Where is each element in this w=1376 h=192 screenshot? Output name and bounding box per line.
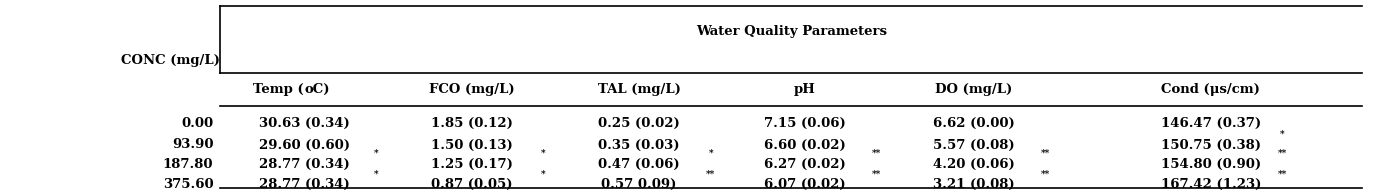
Text: ᴏC): ᴏC) [304,83,330,96]
Text: FCO (mg/L): FCO (mg/L) [429,83,515,96]
Text: pH: pH [794,83,816,96]
Text: **: ** [872,169,881,178]
Text: 187.80: 187.80 [162,158,213,171]
Text: 375.60: 375.60 [162,178,213,191]
Text: **: ** [1278,149,1287,158]
Text: *: * [709,149,713,158]
Text: 0.25 (0.02): 0.25 (0.02) [599,117,680,130]
Text: *: * [541,149,546,158]
Text: 6.60 (0.02): 6.60 (0.02) [764,138,846,151]
Text: 7.15 (0.06): 7.15 (0.06) [764,117,846,130]
Text: 4.20 (0.06): 4.20 (0.06) [933,158,1014,171]
Text: **: ** [1278,169,1287,178]
Text: 0.47 (0.06): 0.47 (0.06) [599,158,680,171]
Text: **: ** [1040,149,1050,158]
Text: 150.75 (0.38): 150.75 (0.38) [1161,138,1260,151]
Text: 146.47 (0.37): 146.47 (0.37) [1161,117,1260,130]
Text: Water Quality Parameters: Water Quality Parameters [696,25,886,38]
Text: 0.00: 0.00 [182,117,213,130]
Text: *: * [541,169,546,178]
Text: 29.60 (0.60): 29.60 (0.60) [259,138,350,151]
Text: 167.42 (1.23): 167.42 (1.23) [1161,178,1260,191]
Text: Cond (μs/cm): Cond (μs/cm) [1161,83,1260,96]
Text: 93.90: 93.90 [172,138,213,151]
Text: Temp (: Temp ( [253,83,304,96]
Text: 0.87 (0.05): 0.87 (0.05) [431,178,513,191]
Text: 154.80 (0.90): 154.80 (0.90) [1161,158,1260,171]
Text: 1.50 (0.13): 1.50 (0.13) [431,138,513,151]
Text: *: * [373,149,378,158]
Text: 28.77 (0.34): 28.77 (0.34) [259,158,350,171]
Text: DO (mg/L): DO (mg/L) [934,83,1013,96]
Text: TAL (mg/L): TAL (mg/L) [597,83,681,96]
Text: 28.77 (0.34): 28.77 (0.34) [259,178,350,191]
Text: **: ** [872,149,881,158]
Text: *: * [1280,130,1285,139]
Text: 6.62 (0.00): 6.62 (0.00) [933,117,1014,130]
Text: 0.57 0.09): 0.57 0.09) [601,178,677,191]
Text: 6.27 (0.02): 6.27 (0.02) [764,158,846,171]
Text: 1.85 (0.12): 1.85 (0.12) [431,117,513,130]
Text: 6.07 (0.02): 6.07 (0.02) [764,178,846,191]
Text: 3.21 (0.08): 3.21 (0.08) [933,178,1014,191]
Text: **: ** [706,169,716,178]
Text: CONC (mg/L): CONC (mg/L) [121,54,220,67]
Text: **: ** [1040,169,1050,178]
Text: 30.63 (0.34): 30.63 (0.34) [259,117,350,130]
Text: 1.25 (0.17): 1.25 (0.17) [431,158,513,171]
Text: 5.57 (0.08): 5.57 (0.08) [933,138,1014,151]
Text: *: * [373,169,378,178]
Text: 0.35 (0.03): 0.35 (0.03) [599,138,680,151]
